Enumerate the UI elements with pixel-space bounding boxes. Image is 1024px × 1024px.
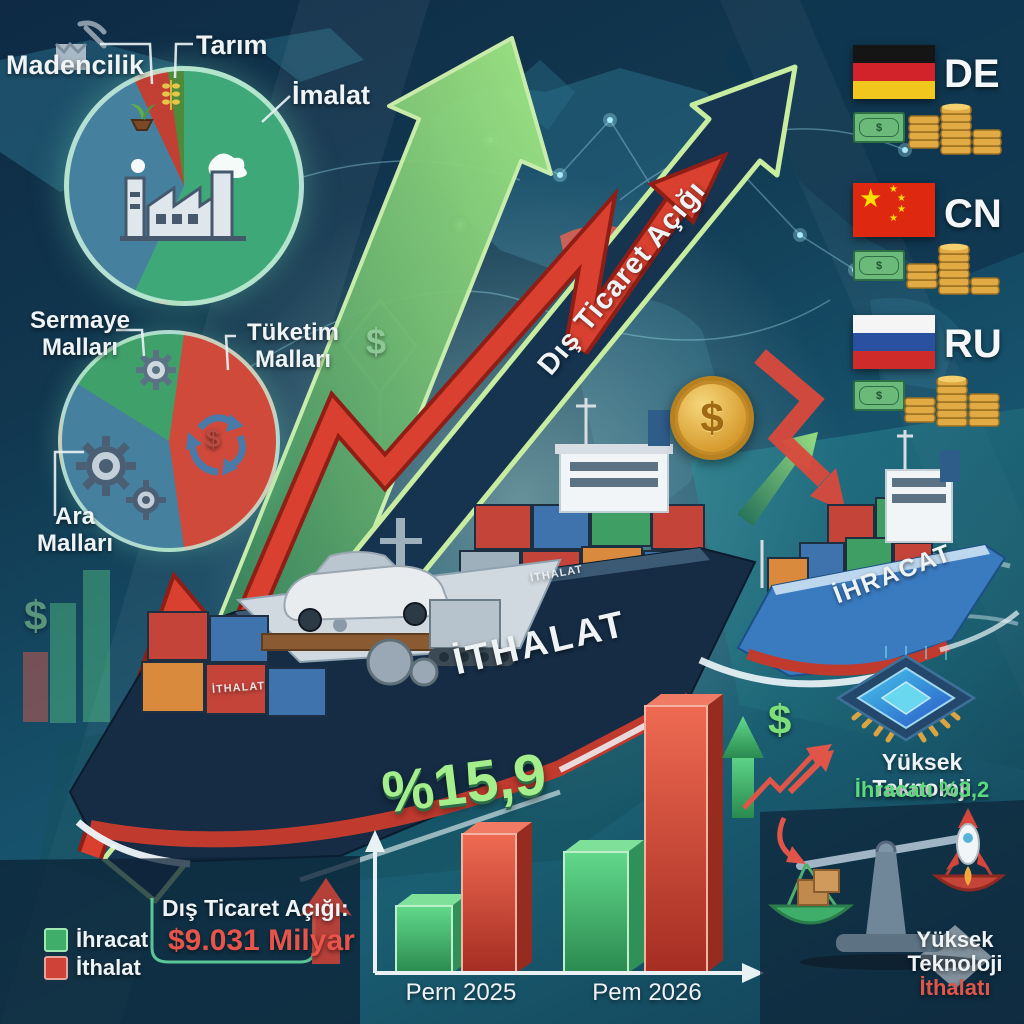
chart-axes <box>365 830 764 983</box>
bar-export-2025 <box>395 894 468 974</box>
factory-icon <box>120 153 247 241</box>
axis-label-2025: Pern 2025 <box>405 979 517 1006</box>
pie2-label-intermediate: Ara Malları <box>36 503 114 557</box>
banknote-dollar-de: $ <box>875 121 883 134</box>
bar-import-2025 <box>461 822 532 974</box>
export-ship-label: İHRACAT <box>829 538 957 610</box>
cn-flag-star-2: ★ <box>897 193 906 204</box>
cn-flag-star-3: ★ <box>897 204 906 215</box>
deficit-value: $9.031 Milyar <box>168 924 355 957</box>
coin-dollar-sign: $ <box>700 394 724 442</box>
sprout-icon <box>130 104 156 131</box>
bar-import-2026 <box>644 694 723 974</box>
bars-dollar-sign: $ <box>768 696 792 743</box>
banknote-icon-ru: $ <box>853 380 905 411</box>
pie2-label-capital: Sermaye Malları <box>29 307 131 361</box>
legend-import-label: İthalat <box>76 955 141 980</box>
microchip-icon <box>835 646 977 743</box>
pie1-label-mining: Madencilik <box>6 50 145 80</box>
chip-side-red-arrow <box>787 750 834 795</box>
growth-percent-label: %15,9 <box>378 741 550 826</box>
gear-icon-small <box>136 350 176 390</box>
ghost-chart-dollar: $ <box>24 592 48 639</box>
legend-import-swatch <box>44 956 68 980</box>
coin-side-arrows <box>737 349 846 526</box>
legend-export-swatch <box>44 928 68 952</box>
rocket-icon <box>946 808 990 886</box>
hightech-import-line1: Yüksek <box>916 927 994 952</box>
banknote-icon-de: $ <box>853 112 905 143</box>
flag-russia <box>853 315 935 369</box>
cn-flag-star-4: ★ <box>889 213 898 224</box>
country-code-ru: RU <box>944 322 1002 366</box>
hightech-import-line2: Teknoloji <box>907 951 1003 976</box>
country-code-cn: CN <box>944 192 1002 236</box>
hightech-import-line3: İthalatı <box>919 975 991 1000</box>
recycle-dollar-icon <box>186 414 246 476</box>
bar-side-green-arrow <box>722 716 764 818</box>
deficit-label: Dış Ticaret Açığı: <box>162 895 349 921</box>
bar-side-red-trend-arrow <box>742 744 832 810</box>
gold-coin-icon: $ <box>670 376 754 460</box>
legend-export-label: İhracat <box>76 927 149 952</box>
import-ship-label: İTHALAT <box>449 602 631 683</box>
pie1-label-agriculture: Tarım <box>196 30 268 60</box>
flag-china: ★ ★ ★ ★ ★ <box>853 183 935 237</box>
banknote-dollar-cn: $ <box>875 259 883 272</box>
coin-stack-ru <box>904 375 1000 427</box>
axis-label-2026: Pem 2026 <box>592 979 702 1006</box>
cn-flag-star-big: ★ <box>859 183 883 213</box>
hightech-export-line2: İhracatı %3,2 <box>854 777 990 802</box>
container-label-left: İTHALAT <box>211 680 266 696</box>
ghost-diamond-dollar: $ <box>366 321 387 362</box>
pie1-label-manufacturing: İmalat <box>292 80 371 110</box>
banknote-icon-cn: $ <box>853 250 905 281</box>
container-label-right: İTHALAT <box>529 563 584 585</box>
wheat-icon <box>162 80 180 110</box>
country-code-de: DE <box>944 52 1000 96</box>
hightech-export-line1: Yüksek Teknoloji <box>872 749 972 801</box>
coin-stack-cn <box>906 243 1000 295</box>
trade-bar-chart <box>365 694 832 983</box>
cn-flag-star-1: ★ <box>889 184 898 195</box>
bar-export-2026 <box>563 840 644 974</box>
pie2-label-consumption: Tüketim Malları <box>246 319 339 373</box>
flag-germany <box>853 45 935 99</box>
banknote-dollar-ru: $ <box>875 389 883 402</box>
recycle-dollar-sign: $ <box>206 423 221 453</box>
coin-stack-de <box>908 103 1002 155</box>
